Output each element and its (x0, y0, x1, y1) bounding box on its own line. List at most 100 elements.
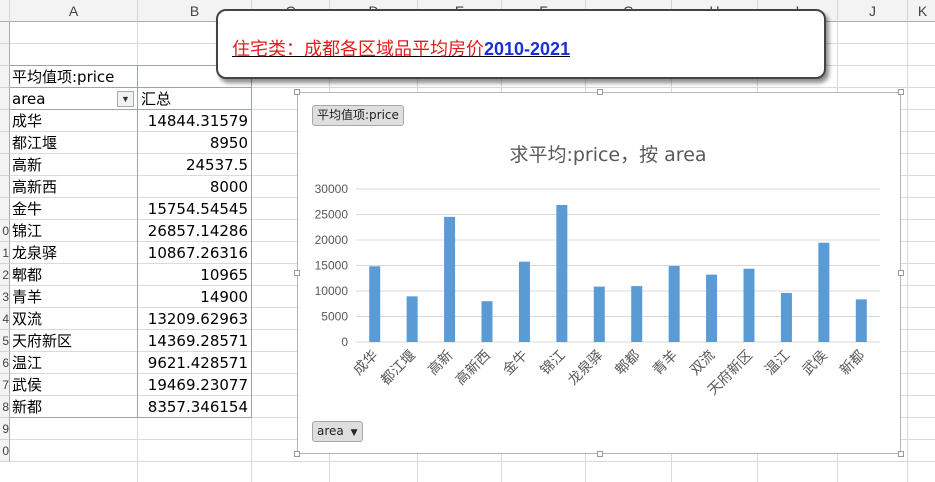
pivot-row-value[interactable]: 9621.428571 (147, 354, 248, 372)
pivot-row-label[interactable]: 都江堰 (12, 134, 58, 152)
pivot-row-label[interactable]: 成华 (12, 112, 43, 130)
column-header-j[interactable]: J (838, 0, 908, 22)
pivot-row-value[interactable]: 14900 (200, 288, 248, 306)
pivot-row-value[interactable]: 14844.31579 (147, 112, 248, 130)
pivot-border-line (10, 109, 252, 110)
x-tick-label: 高新西 (452, 347, 494, 389)
x-tick-label: 金牛 (500, 348, 531, 379)
resize-handle[interactable] (898, 270, 904, 276)
callout-title: 住宅类：成都各区域品平均房价2010-2021 (232, 35, 570, 61)
column-header-k[interactable]: K (908, 0, 935, 22)
bar-13 (855, 299, 867, 342)
pivot-row-label[interactable]: 青羊 (12, 288, 43, 306)
pivot-row-label[interactable]: 金牛 (12, 200, 43, 218)
axis-field-button[interactable]: area ▼ (312, 421, 363, 442)
row-header[interactable]: 8 (0, 396, 10, 418)
value-field-button[interactable]: 平均值项:price (312, 105, 404, 126)
pivot-row-label[interactable]: 郫都 (12, 266, 43, 284)
pivot-row-label[interactable]: 双流 (12, 310, 43, 328)
bar-8 (668, 266, 680, 342)
pivot-row-label[interactable]: 天府新区 (12, 332, 73, 350)
pivot-row-label[interactable]: 温江 (12, 354, 43, 372)
resize-handle[interactable] (294, 270, 300, 276)
grid-line (10, 87, 935, 88)
pivot-row-label[interactable]: 新都 (12, 398, 43, 416)
row-header[interactable] (0, 176, 10, 198)
x-tick-label: 新都 (837, 348, 868, 379)
title-callout[interactable]: 住宅类：成都各区域品平均房价2010-2021 (216, 9, 826, 79)
pivot-row-field-header[interactable]: area (12, 90, 46, 108)
pivot-border-line (137, 65, 138, 417)
pivot-row-value[interactable]: 10867.26316 (147, 244, 248, 262)
x-tick-label: 双流 (687, 348, 718, 379)
chevron-down-icon: ▼ (350, 428, 358, 438)
x-tick-label: 都江堰 (378, 348, 419, 389)
pivot-row-label[interactable]: 武侯 (12, 376, 43, 394)
pivot-filter-dropdown[interactable]: ▼ (117, 91, 134, 107)
row-header[interactable]: 1 (0, 242, 10, 264)
pivot-row-value[interactable]: 24537.5 (185, 156, 248, 174)
pivot-row-value[interactable]: 15754.54545 (147, 200, 248, 218)
y-tick-label: 5000 (321, 310, 348, 324)
row-header[interactable] (0, 44, 10, 66)
pivot-row-label[interactable]: 龙泉驿 (12, 244, 58, 262)
pivot-total-header[interactable]: 汇总 (141, 90, 172, 108)
pivot-value-label[interactable]: 平均值项:price (12, 68, 115, 86)
pivot-row-value[interactable]: 26857.14286 (147, 222, 248, 240)
row-header[interactable] (0, 132, 10, 154)
row-header[interactable] (0, 110, 10, 132)
select-all-corner[interactable] (0, 0, 10, 22)
x-tick-label: 高新 (425, 347, 457, 379)
row-header[interactable] (0, 154, 10, 176)
row-header[interactable]: 9 (0, 418, 10, 440)
pivot-chart[interactable]: 平均值项:price 求平均:price，按 area 0 5000 10000 150… (297, 92, 901, 454)
x-tick-label: 锦江 (537, 347, 569, 379)
bar-0 (369, 266, 381, 342)
resize-handle[interactable] (294, 451, 300, 457)
resize-handle[interactable] (597, 451, 603, 457)
pivot-row-label[interactable]: 锦江 (12, 222, 43, 240)
pivot-row-value[interactable]: 19469.23077 (147, 376, 248, 394)
y-tick-label: 0 (341, 335, 348, 349)
resize-handle[interactable] (898, 451, 904, 457)
row-header[interactable]: 2 (0, 264, 10, 286)
resize-handle[interactable] (898, 89, 904, 95)
pivot-row-value[interactable]: 8357.346154 (147, 398, 248, 416)
row-header[interactable]: 4 (0, 308, 10, 330)
bar-3 (481, 301, 493, 342)
bar-chart: 求平均:price，按 area 0 5000 10000 15000 20000 2500… (315, 144, 880, 398)
callout-title-years: 2010-2021 (484, 39, 571, 59)
row-header[interactable]: 0 (0, 440, 10, 462)
pivot-row-value[interactable]: 10965 (200, 266, 248, 284)
row-header[interactable] (0, 66, 10, 88)
bar-7 (631, 286, 643, 342)
y-tick-label: 25000 (315, 208, 349, 222)
chart-title: 求平均:price，按 area (509, 144, 706, 166)
row-header[interactable]: 5 (0, 330, 10, 352)
pivot-row-value[interactable]: 8000 (209, 178, 248, 196)
column-header-a[interactable]: A (10, 0, 138, 22)
y-tick-label: 30000 (315, 182, 349, 196)
resize-handle[interactable] (597, 89, 603, 95)
resize-handle[interactable] (294, 89, 300, 95)
row-header[interactable]: 0 (0, 220, 10, 242)
row-header[interactable] (0, 88, 10, 110)
row-header[interactable] (0, 22, 10, 44)
bar-10 (743, 268, 755, 342)
pivot-border-line (10, 417, 252, 418)
pivot-row-value[interactable]: 14369.28571 (147, 332, 248, 350)
callout-title-main: 住宅类：成都各区域品平均房价 (232, 39, 484, 60)
x-tick-label: 成华 (350, 348, 381, 379)
bar-12 (818, 242, 830, 342)
row-header[interactable]: 7 (0, 374, 10, 396)
row-header[interactable]: 3 (0, 286, 10, 308)
pivot-row-label[interactable]: 高新西 (12, 178, 58, 196)
x-tick-label: 龙泉驿 (564, 347, 606, 389)
row-header[interactable]: 6 (0, 352, 10, 374)
bar-6 (593, 286, 605, 342)
pivot-row-value[interactable]: 13209.62963 (147, 310, 248, 328)
row-header[interactable] (0, 198, 10, 220)
pivot-row-value[interactable]: 8950 (209, 134, 248, 152)
pivot-row-label[interactable]: 高新 (12, 156, 43, 174)
pivot-border-line (10, 65, 252, 66)
